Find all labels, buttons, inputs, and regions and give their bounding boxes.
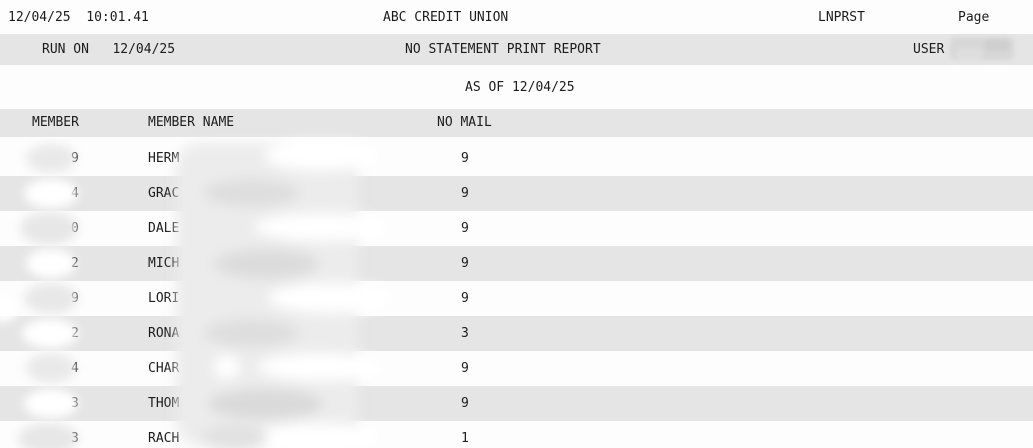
table-row: 2 MICH 9	[0, 246, 1033, 281]
no-mail-cell: 9	[461, 221, 469, 236]
run-on-date: RUN ON 12/04/25	[42, 42, 176, 57]
member-name-cell: GRAC	[148, 186, 180, 201]
member-number-cell: 9	[71, 291, 79, 306]
column-header-member: MEMBER	[32, 115, 79, 130]
member-number-cell: 4	[71, 186, 79, 201]
member-name-cell: DALE	[148, 221, 180, 236]
member-number-cell: 9	[71, 151, 79, 166]
report-title: NO STATEMENT PRINT REPORT	[405, 42, 601, 57]
table-row: 2 RONA 3	[0, 316, 1033, 351]
table-row: 4 GRAC 9	[0, 176, 1033, 211]
table-row: 4 CHAR 9	[0, 351, 1033, 386]
column-header-no-mail: NO MAIL	[437, 115, 492, 130]
no-mail-cell: 9	[461, 256, 469, 271]
page-label: Page	[958, 10, 990, 25]
member-number-cell: 4	[71, 361, 79, 376]
member-name-cell: RACH	[148, 431, 180, 446]
redaction-blob	[955, 48, 983, 60]
table-row: 3 THOM 9	[0, 386, 1033, 421]
as-of-date: AS OF 12/04/25	[465, 80, 575, 95]
table-header: MEMBER MEMBER NAME NO MAIL	[0, 109, 1033, 137]
table-row: 9 HERM 9	[0, 141, 1033, 176]
member-number-cell: 0	[71, 221, 79, 236]
table-row: 0 DALE 9	[0, 211, 1033, 246]
member-name-cell: HERM	[148, 151, 180, 166]
report-datetime: 12/04/25 10:01.41	[8, 10, 149, 25]
member-name-cell: MICH	[148, 256, 180, 271]
no-mail-cell: 9	[461, 361, 469, 376]
member-number-cell: 3	[71, 431, 79, 446]
no-mail-cell: 3	[461, 326, 469, 341]
column-header-member-name: MEMBER NAME	[148, 115, 235, 130]
table-row: 3 RACH 1	[0, 421, 1033, 448]
member-number-cell: 2	[71, 326, 79, 341]
report-code: LNPRST	[818, 10, 865, 25]
member-name-cell: RONA	[148, 326, 180, 341]
no-mail-cell: 9	[461, 291, 469, 306]
member-number-cell: 3	[71, 396, 79, 411]
no-mail-cell: 9	[461, 186, 469, 201]
table-body: 9 HERM 9 4 GRAC 9 0 DALE 9 2 MICH 9 9 LO…	[0, 141, 1033, 448]
company-name: ABC CREDIT UNION	[383, 10, 509, 25]
member-number-cell: 2	[71, 256, 79, 271]
table-row: 9 LORI 9	[0, 281, 1033, 316]
member-name-cell: THOM	[148, 396, 180, 411]
no-mail-cell: 9	[461, 396, 469, 411]
no-mail-cell: 9	[461, 151, 469, 166]
run-on-bar: RUN ON 12/04/25 NO STATEMENT PRINT REPOR…	[0, 34, 1033, 65]
user-label: USER	[913, 42, 945, 57]
member-name-cell: CHAR	[148, 361, 180, 376]
member-name-cell: LORI	[148, 291, 180, 306]
redaction-blob	[984, 39, 1010, 51]
no-mail-cell: 1	[461, 431, 469, 446]
redacted-user-id	[950, 37, 1014, 60]
